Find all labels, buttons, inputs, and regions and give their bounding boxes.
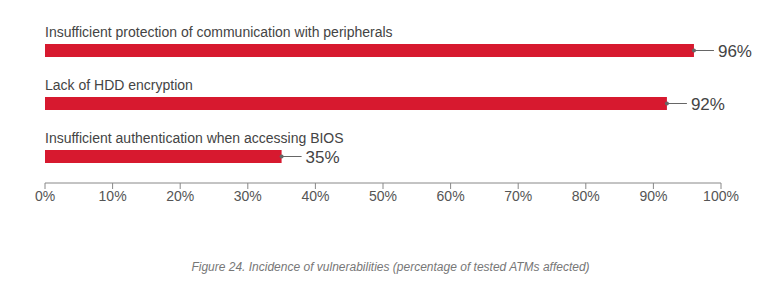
svg-text:50%: 50% xyxy=(369,188,397,204)
svg-text:92%: 92% xyxy=(691,95,725,114)
svg-text:96%: 96% xyxy=(718,42,752,61)
svg-text:10%: 10% xyxy=(99,188,127,204)
svg-text:40%: 40% xyxy=(301,188,329,204)
svg-text:Insufficient protection of com: Insufficient protection of communication… xyxy=(45,24,393,40)
svg-text:100%: 100% xyxy=(703,188,739,204)
svg-text:30%: 30% xyxy=(234,188,262,204)
html-text:Figure 24. Incidence of vulner: Figure 24. Incidence of vulnerabilities … xyxy=(191,260,590,274)
svg-text:0%: 0% xyxy=(35,188,55,204)
svg-text:20%: 20% xyxy=(166,188,194,204)
svg-text:60%: 60% xyxy=(437,188,465,204)
svg-text:Insufficient authentication wh: Insufficient authentication when accessi… xyxy=(45,130,344,146)
svg-text:Lack of HDD encryption: Lack of HDD encryption xyxy=(45,77,193,93)
svg-text:80%: 80% xyxy=(572,188,600,204)
svg-text:70%: 70% xyxy=(504,188,532,204)
svg-text:35%: 35% xyxy=(306,148,340,167)
svg-text:90%: 90% xyxy=(639,188,667,204)
